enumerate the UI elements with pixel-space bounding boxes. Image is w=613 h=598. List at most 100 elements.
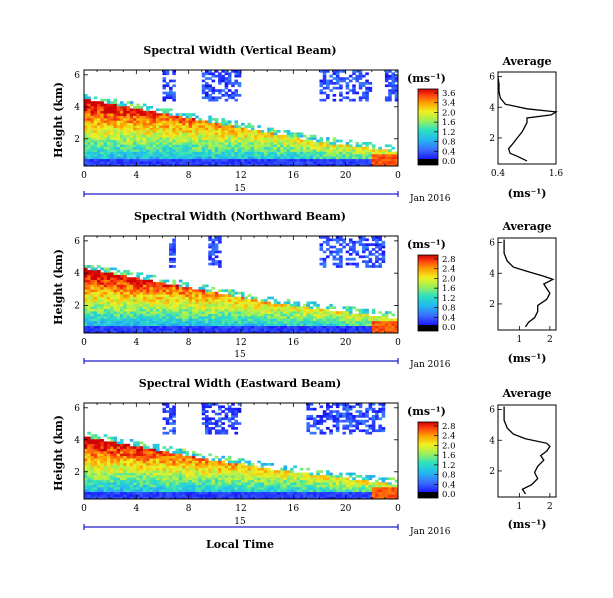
heatmap-cell	[113, 448, 118, 452]
heatmap-cell	[129, 472, 134, 476]
heatmap-cell	[375, 238, 379, 242]
heatmap-cell	[116, 491, 121, 495]
heatmap-cell	[322, 82, 327, 85]
heatmap-cell	[149, 151, 153, 155]
heatmap-cell	[352, 154, 356, 157]
heatmap-cell	[280, 303, 284, 307]
heatmap-cell	[290, 318, 294, 322]
heatmap-cell	[136, 132, 140, 136]
heatmap-cell	[159, 291, 163, 295]
heatmap-cell	[211, 316, 216, 319]
heatmap-cell	[368, 320, 373, 324]
heatmap-cell	[152, 330, 157, 334]
heatmap-cell	[335, 265, 340, 268]
heatmap-cell	[136, 482, 140, 485]
heatmap-cell	[191, 303, 196, 307]
heatmap-cell	[218, 132, 222, 136]
heatmap-cell	[309, 158, 314, 162]
heatmap-cell	[205, 460, 209, 464]
heatmap-cell	[201, 482, 206, 485]
heatmap-cell	[195, 313, 199, 317]
heatmap-cell	[97, 306, 101, 310]
heatmap-cell	[394, 98, 399, 102]
heatmap-cell	[162, 118, 167, 121]
heatmap-cell	[345, 311, 350, 314]
heatmap-cell	[345, 142, 350, 145]
heatmap-cell	[106, 448, 111, 452]
heatmap-cell	[119, 325, 124, 329]
heatmap-cell	[93, 455, 98, 459]
heatmap-cell	[172, 125, 176, 128]
heatmap-cell	[175, 303, 180, 307]
heatmap-cell	[214, 74, 219, 78]
heatmap-cell	[198, 301, 203, 305]
heatmap-cell	[172, 427, 176, 430]
heatmap-cell	[283, 325, 288, 329]
heatmap-cell	[159, 118, 163, 121]
heatmap-cell	[381, 320, 386, 324]
heatmap-cell	[93, 328, 98, 331]
heatmap-cell	[146, 491, 150, 495]
heatmap-cell	[283, 161, 288, 164]
heatmap-cell	[312, 146, 317, 150]
heatmap-cell	[126, 470, 131, 473]
heatmap-cell	[263, 323, 268, 327]
heatmap-cell	[119, 477, 124, 481]
heatmap-cell	[126, 154, 131, 157]
heatmap-cell	[149, 316, 153, 319]
heatmap-cell	[162, 470, 167, 473]
heatmap-cell	[205, 142, 209, 145]
heatmap-cell	[371, 161, 376, 164]
heatmap-cell	[254, 132, 258, 136]
heatmap-cell	[218, 149, 222, 152]
heatmap-cell	[169, 286, 173, 290]
heatmap-cell	[208, 245, 212, 249]
heatmap-cell	[136, 118, 140, 121]
heatmap-cell	[185, 118, 189, 121]
heatmap-cell	[129, 139, 134, 143]
date-line: 15 Jan 2016	[234, 184, 451, 204]
heatmap-cell	[136, 108, 140, 112]
heatmap-cell	[205, 316, 209, 319]
heatmap-cell	[84, 144, 88, 148]
heatmap-cell	[286, 149, 291, 152]
heatmap-cell	[191, 299, 196, 302]
heatmap-cell	[149, 110, 153, 114]
heatmap-cell	[208, 489, 212, 493]
heatmap-cell	[129, 122, 134, 126]
heatmap-cell	[205, 144, 209, 148]
heatmap-cell	[100, 106, 104, 109]
heatmap-cell	[293, 323, 297, 327]
heatmap-cell	[201, 465, 206, 469]
heatmap-cell	[273, 137, 278, 140]
heatmap-cell	[218, 142, 222, 145]
heatmap-cell	[342, 161, 346, 164]
heatmap-cell	[201, 134, 206, 138]
heatmap-cell	[149, 330, 153, 334]
heatmap-cell	[119, 487, 124, 490]
heatmap-cell	[221, 491, 225, 495]
heatmap-cell	[165, 460, 170, 464]
heatmap-cell	[195, 320, 199, 324]
heatmap-cell	[257, 308, 261, 312]
heatmap-cell	[169, 306, 173, 310]
heatmap-cell	[303, 311, 307, 314]
heatmap-cell	[247, 158, 252, 162]
heatmap-cell	[270, 308, 275, 312]
heatmap-cell	[103, 460, 108, 464]
heatmap-cell	[191, 320, 196, 324]
heatmap-cell	[139, 472, 144, 476]
average-y-tick-label: 2	[489, 300, 495, 310]
heatmap-cell	[345, 82, 350, 85]
average-frame	[497, 71, 557, 165]
heatmap-cell	[110, 139, 114, 143]
heatmap-cell	[335, 325, 340, 329]
heatmap-cell	[139, 463, 144, 466]
heatmap-cell	[214, 70, 219, 73]
heatmap-cell	[182, 149, 186, 152]
heatmap-cell	[394, 151, 399, 155]
heatmap-cell	[224, 163, 229, 167]
heatmap-cell	[97, 154, 101, 157]
heatmap-cell	[290, 137, 294, 140]
